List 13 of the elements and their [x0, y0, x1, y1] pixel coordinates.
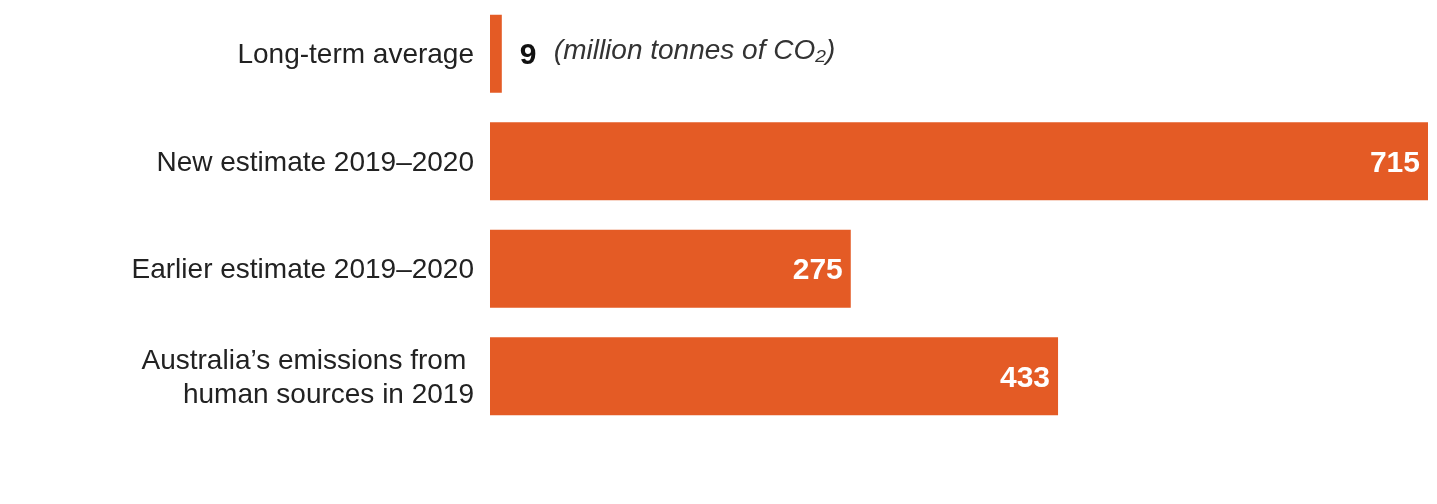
y-tick-label: Earlier estimate 2019–2020	[131, 253, 474, 285]
data-label: 433	[999, 359, 1051, 393]
bar	[490, 122, 1428, 201]
y-tick-label: Long-term average	[237, 38, 474, 70]
bar	[490, 14, 502, 93]
bar	[490, 229, 851, 308]
y-tick-label: New estimate 2019–2020	[156, 145, 474, 177]
bar	[490, 337, 1059, 416]
data-label: 9	[519, 37, 537, 71]
data-label: 715	[1369, 144, 1420, 178]
y-tick-label: Australia’s emissions from human sources in 2019	[141, 343, 474, 409]
annotation: (million tonnes of CO₂)	[553, 34, 836, 66]
data-label: 275	[792, 252, 843, 286]
